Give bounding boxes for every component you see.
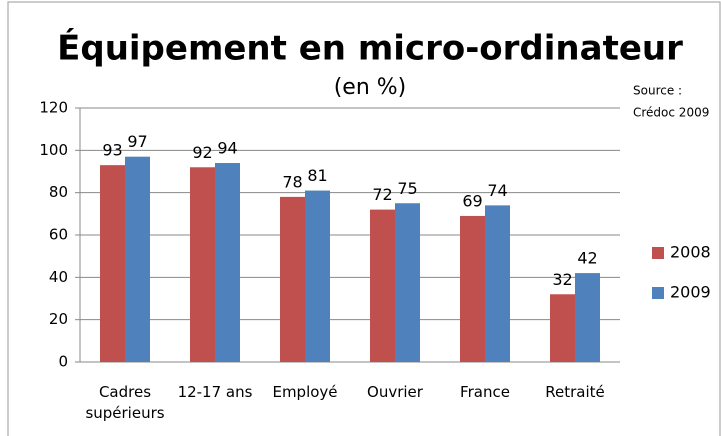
bar xyxy=(280,196,305,362)
y-tick-label: 20 xyxy=(49,310,68,328)
bar xyxy=(370,209,395,362)
legend-label: 2008 xyxy=(670,243,711,262)
data-label: 97 xyxy=(127,132,147,151)
y-tick-label: 40 xyxy=(49,268,68,286)
data-label: 42 xyxy=(577,249,597,268)
bar xyxy=(460,215,485,362)
y-tick-label: 0 xyxy=(58,353,68,371)
x-tick-label: Ouvrier xyxy=(367,383,423,401)
bar xyxy=(125,156,150,362)
bar xyxy=(100,165,125,362)
data-label: 92 xyxy=(192,143,212,162)
chart-frame xyxy=(7,1,721,436)
data-label: 72 xyxy=(372,185,392,204)
bar xyxy=(215,163,240,362)
data-label: 78 xyxy=(282,172,302,191)
x-tick-label: Retraité xyxy=(545,383,605,401)
y-tick-label: 120 xyxy=(39,99,68,117)
source-note: Crédoc 2009 xyxy=(633,106,709,120)
bar xyxy=(305,190,330,362)
data-label: 32 xyxy=(552,270,572,289)
legend-swatch xyxy=(652,247,664,259)
x-tick-label: 12-17 ans xyxy=(177,383,253,401)
chart-subtitle: (en %) xyxy=(334,75,407,100)
x-tick-label: Employé xyxy=(272,383,338,401)
data-label: 94 xyxy=(217,139,237,158)
bar xyxy=(190,167,215,362)
bar xyxy=(395,203,420,362)
legend-label: 2009 xyxy=(670,283,711,302)
x-tick-label: Cadres supérieurs xyxy=(85,383,165,422)
data-label: 81 xyxy=(307,166,327,185)
chart-title: Équipement en micro-ordinateur xyxy=(57,28,683,69)
y-tick-label: 80 xyxy=(49,183,68,201)
y-tick-label: 100 xyxy=(39,141,68,159)
bar xyxy=(485,205,510,362)
x-tick-label: France xyxy=(460,383,510,401)
data-label: 74 xyxy=(487,181,507,200)
legend-swatch xyxy=(652,287,664,299)
data-label: 69 xyxy=(462,191,482,210)
source-note: Source : xyxy=(633,84,682,98)
y-tick-label: 60 xyxy=(49,226,68,244)
data-label: 93 xyxy=(102,141,122,160)
data-label: 75 xyxy=(397,179,417,198)
bar xyxy=(550,294,575,362)
bar xyxy=(575,273,600,362)
